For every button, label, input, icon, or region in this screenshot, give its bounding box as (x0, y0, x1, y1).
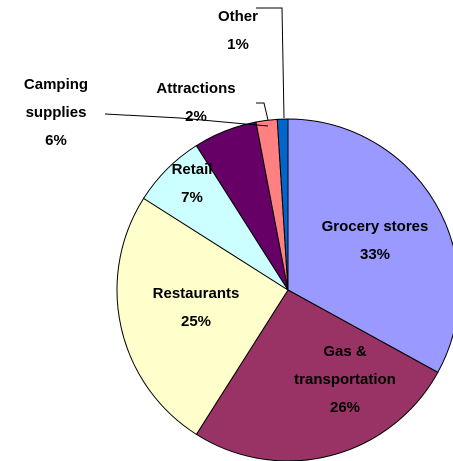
pie-slice (195, 289, 439, 461)
slice-label: Restaurants 25% (131, 280, 261, 336)
slice-label: Gas & transportation 26% (285, 338, 405, 422)
category-label: Attractions (156, 80, 236, 97)
value-label: 2% (185, 108, 207, 125)
slice-label: Grocery stores 33% (290, 213, 453, 269)
slice-label: Camping supplies 6% (16, 71, 96, 155)
leader-line (104, 113, 269, 127)
value-label: 7% (181, 189, 203, 206)
pie-slice (287, 118, 453, 374)
value-label: 6% (45, 132, 67, 149)
leader-line (256, 102, 269, 121)
slice-label: Retail 7% (162, 156, 222, 212)
pie-slice (116, 197, 289, 436)
category-label: Gas & transportation (294, 343, 396, 388)
category-label: Grocery stores (321, 218, 429, 235)
category-label: Restaurants (152, 285, 240, 302)
slice-label: Other 1% (208, 3, 268, 59)
slice-label: Attractions 2% (136, 75, 256, 131)
value-label: 33% (359, 246, 391, 263)
leader-line (256, 7, 285, 119)
category-label: Other (217, 8, 258, 25)
value-label: 26% (329, 399, 361, 416)
category-label: Retail (171, 161, 213, 178)
pie-slice (276, 118, 289, 291)
category-label: Camping supplies (23, 76, 89, 121)
value-label: 1% (227, 36, 249, 53)
value-label: 25% (180, 313, 212, 330)
